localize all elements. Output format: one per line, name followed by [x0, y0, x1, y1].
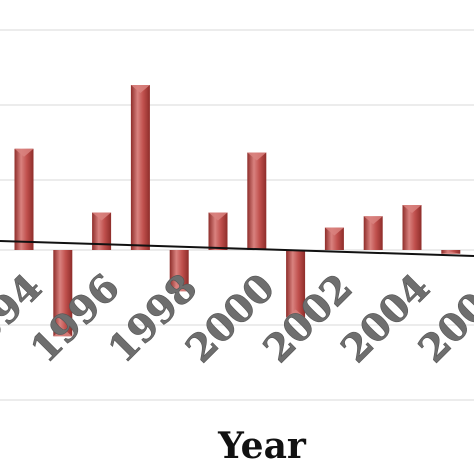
x-tick-label: 2002: [254, 265, 361, 372]
trendline: [0, 240, 474, 257]
x-tick-label: 1996: [21, 265, 128, 372]
bar: [14, 148, 34, 250]
bar: [286, 250, 306, 318]
gridlines: [0, 29, 474, 401]
bar: [324, 227, 344, 250]
bar: [247, 152, 267, 250]
bar: [53, 250, 73, 337]
bar: [130, 85, 150, 250]
bars: [14, 85, 461, 337]
bar: [169, 250, 189, 292]
bar: [363, 216, 383, 250]
trend-line: [0, 240, 474, 257]
bar: [402, 205, 422, 250]
x-tick-label: 1998: [99, 265, 206, 372]
bar: [92, 212, 112, 250]
x-tick-label: 2004: [332, 265, 439, 372]
bar: [441, 250, 461, 254]
x-axis-title: Year: [217, 425, 307, 467]
bar: [208, 212, 228, 250]
x-tick-label: 2000: [177, 265, 284, 372]
